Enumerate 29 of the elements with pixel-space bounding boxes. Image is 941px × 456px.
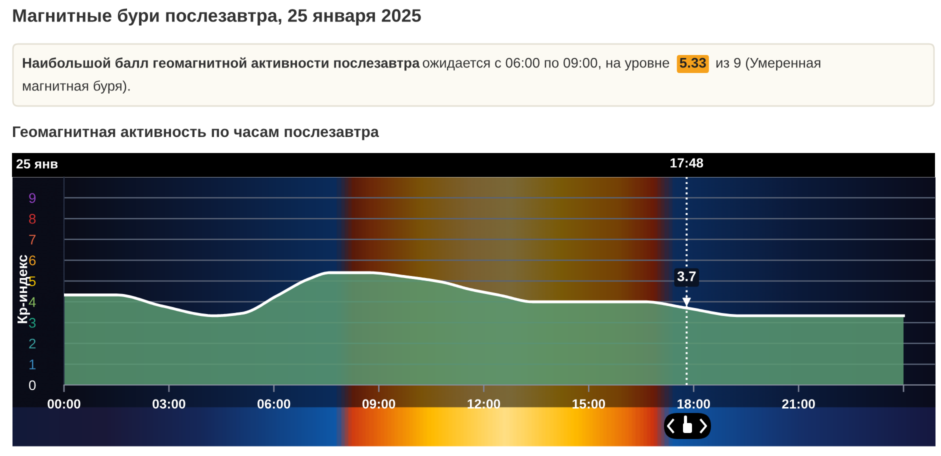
x-tick-label: 12:00 <box>468 399 500 409</box>
ref-line-label: 17:48 <box>670 158 704 168</box>
text: 25 янв <box>16 159 58 169</box>
y-tick-label: 1 <box>30 360 36 370</box>
x-tick-label: 09:00 <box>362 399 396 409</box>
y-axis-title: Кр-индекс <box>18 254 30 324</box>
x-tick-label: 21:00 <box>782 399 815 409</box>
x-tick-label: 06:00 <box>258 399 290 409</box>
y-tick-label: 0 <box>29 380 36 390</box>
text: из 9 (Умеренная <box>716 58 820 70</box>
text: магнитная буря). <box>22 80 130 94</box>
x-tick-label: 18:00 <box>678 399 710 409</box>
chart-subtitle: Геомагнитная активность по часам послезавтра <box>13 126 380 140</box>
y-tick-label: 8 <box>29 214 36 224</box>
y-tick-label: 7 <box>29 234 36 244</box>
text: ожидается с 06:00 по 09:00, на уровне <box>422 58 670 70</box>
y-tick-label: 4 <box>28 297 36 307</box>
y-tick-label: 6 <box>29 256 36 266</box>
annotation: 3.7 <box>677 271 696 282</box>
text: Наибольшой балл геомагнитной активности послезавтра <box>22 57 420 71</box>
x-tick-label: 00:00 <box>48 399 80 409</box>
y-tick-label: 3 <box>29 318 36 328</box>
y-tick-label: 2 <box>29 338 36 348</box>
x-tick-label: 03:00 <box>152 399 186 409</box>
x-tick-label: 15:00 <box>572 399 606 409</box>
y-tick-label: 5 <box>29 276 36 286</box>
text: 5.33 <box>680 58 706 68</box>
y-tick-label: 9 <box>29 193 36 203</box>
chart-title: Магнитные бури послезавтра, 25 января 2025 <box>13 8 421 26</box>
